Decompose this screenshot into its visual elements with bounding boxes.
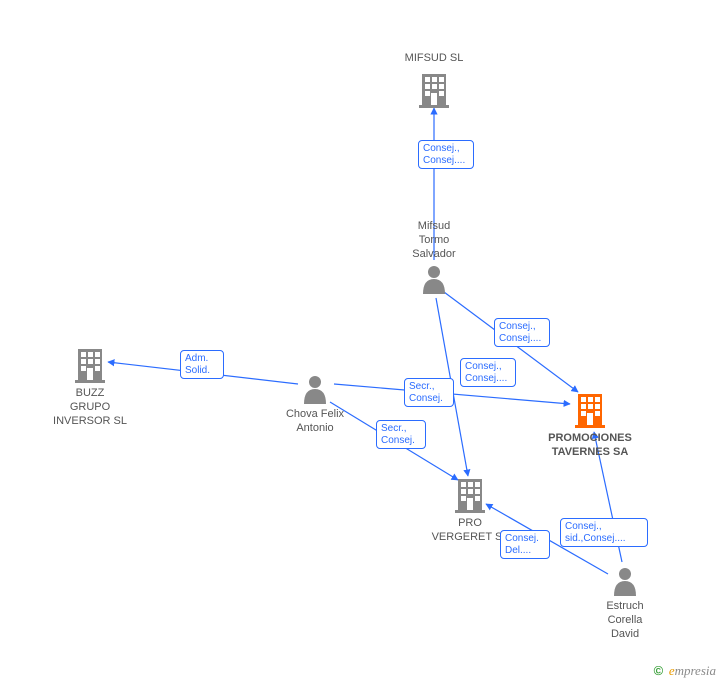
company-node[interactable] xyxy=(419,74,449,108)
edge-label[interactable]: Consej., Consej.... xyxy=(460,358,516,387)
edge-label[interactable]: Consej., Consej.... xyxy=(418,140,474,169)
node-label: Mifsud Tormo Salvador xyxy=(394,220,474,261)
brand-rest: mpresia xyxy=(675,663,716,678)
building-icon xyxy=(455,479,485,513)
edge-label[interactable]: Consej. Del.... xyxy=(500,530,550,559)
person-icon xyxy=(423,266,445,294)
edge-label[interactable]: Adm. Solid. xyxy=(180,350,224,379)
person-node[interactable] xyxy=(614,568,636,596)
company-node[interactable] xyxy=(75,349,105,383)
copyright-icon: © xyxy=(654,663,664,678)
person-icon xyxy=(614,568,636,596)
building-highlight-icon xyxy=(575,394,605,428)
person-node[interactable] xyxy=(304,376,326,404)
node-label: Chova Felix Antonio xyxy=(270,408,360,436)
person-node[interactable] xyxy=(423,266,445,294)
network-canvas xyxy=(0,0,728,685)
building-icon xyxy=(75,349,105,383)
company-node[interactable] xyxy=(575,394,605,428)
building-icon xyxy=(419,74,449,108)
node-label: BUZZ GRUPO INVERSOR SL xyxy=(45,387,135,428)
node-label: PROMOCIONES TAVERNES SA xyxy=(535,432,645,460)
node-label: Estruch Corella David xyxy=(590,600,660,641)
edge-label[interactable]: Consej., Consej.... xyxy=(494,318,550,347)
company-node[interactable] xyxy=(455,479,485,513)
node-label: MIFSUD SL xyxy=(394,52,474,66)
edge-label[interactable]: Secr., Consej. xyxy=(404,378,454,407)
person-icon xyxy=(304,376,326,404)
edge-label[interactable]: Secr., Consej. xyxy=(376,420,426,449)
edge-label[interactable]: Consej., sid.,Consej.... xyxy=(560,518,648,547)
footer-branding: © empresia xyxy=(654,663,716,679)
